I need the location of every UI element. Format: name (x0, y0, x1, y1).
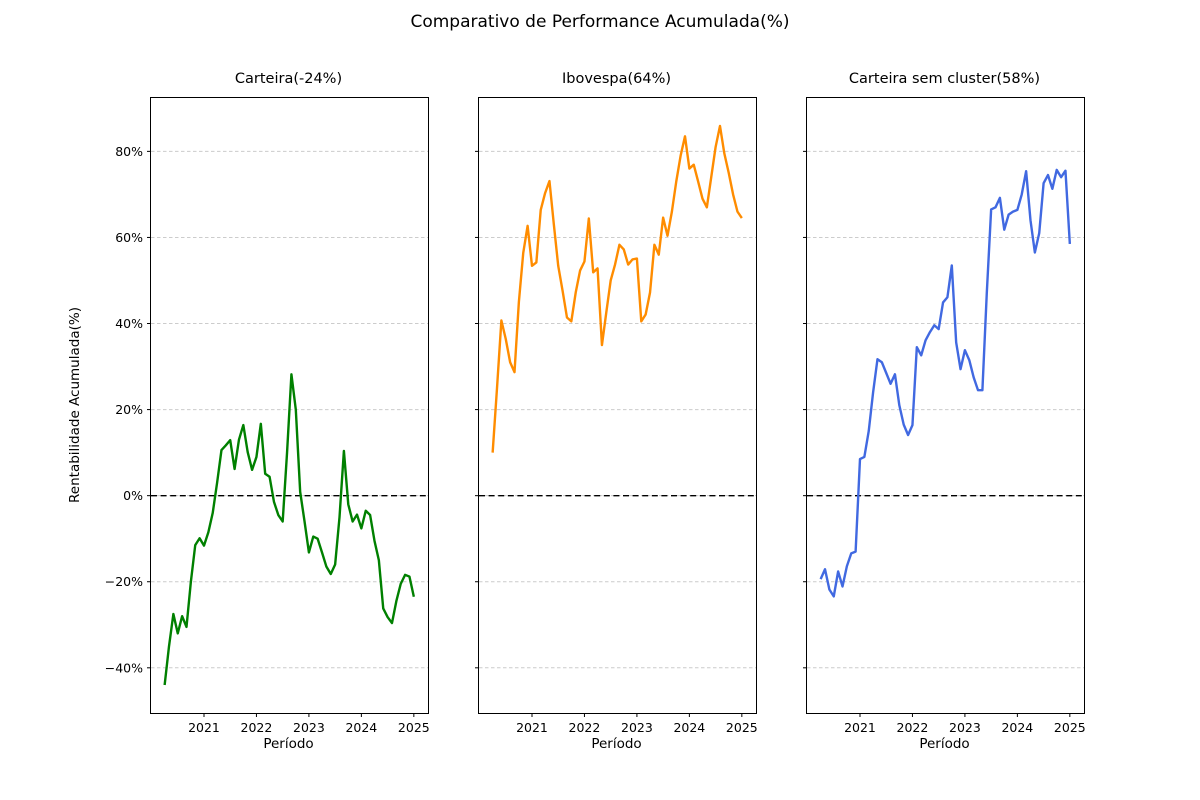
chart-canvas-1: 2021 2022 2023 2024 2025 (475, 124, 758, 735)
series-line-carteira (163, 373, 416, 686)
x-tick-label: 2024 (345, 720, 377, 735)
y-tick-label: −40% (105, 660, 143, 675)
x-tick-label: 2021 (844, 720, 876, 735)
y-axis-label: Rentabilidade Acumulada(%) (67, 307, 83, 503)
y-tick-label: 20% (115, 402, 143, 417)
y-tick-label: −20% (105, 574, 143, 589)
x-tick-label: 2023 (621, 720, 653, 735)
chart-canvas-0: 80% 60% 40% 20% 0% −20% −40% 2021 2022 2023 2024 20… (105, 144, 430, 735)
series-line-ibovespa (491, 124, 743, 453)
x-axis-label-ibovespa: Período (591, 736, 642, 752)
series-line-carteira-sem-cluster (819, 168, 1072, 598)
x-tick-label: 2025 (726, 720, 758, 735)
x-tick-label: 2022 (241, 720, 273, 735)
x-tick-label: 2025 (398, 720, 430, 735)
y-tick-label: 60% (115, 230, 143, 245)
x-tick-label: 2021 (516, 720, 548, 735)
x-tick-label: 2023 (293, 720, 325, 735)
plot-area-carteira: 80% 60% 40% 20% 0% −20% −40% 2021 2022 2023 2024 20… (105, 97, 430, 735)
x-tick-label: 2022 (569, 720, 601, 735)
y-tick-label: 40% (115, 316, 143, 331)
subplot-title-carteira: Carteira(-24%) (234, 71, 343, 87)
subplot-title-ibovespa: Ibovespa(64%) (561, 71, 672, 87)
x-tick-label: 2021 (188, 720, 220, 735)
x-tick-label: 2025 (1054, 720, 1086, 735)
x-tick-label: 2022 (897, 720, 929, 735)
subplot-title-carteira-sem-cluster: Carteira sem cluster(58%) (848, 71, 1041, 87)
x-tick-label: 2024 (1001, 720, 1033, 735)
figure-title: Comparativo de Performance Acumulada(%) (410, 12, 790, 32)
y-tick-label: 80% (115, 144, 143, 159)
plot-area-ibovespa: 2021 2022 2023 2024 2025 (475, 97, 758, 735)
x-tick-label: 2024 (673, 720, 705, 735)
x-axis-label-carteira: Período (263, 736, 314, 752)
chart-canvas-2: 2021 2022 2023 2024 2025 (803, 150, 1086, 735)
y-tick-label: 0% (123, 488, 143, 503)
x-tick-label: 2023 (949, 720, 981, 735)
plot-area-carteira-sem-cluster: 2021 2022 2023 2024 2025 (803, 97, 1086, 735)
x-axis-label-carteira-sem-cluster: Período (919, 736, 970, 752)
